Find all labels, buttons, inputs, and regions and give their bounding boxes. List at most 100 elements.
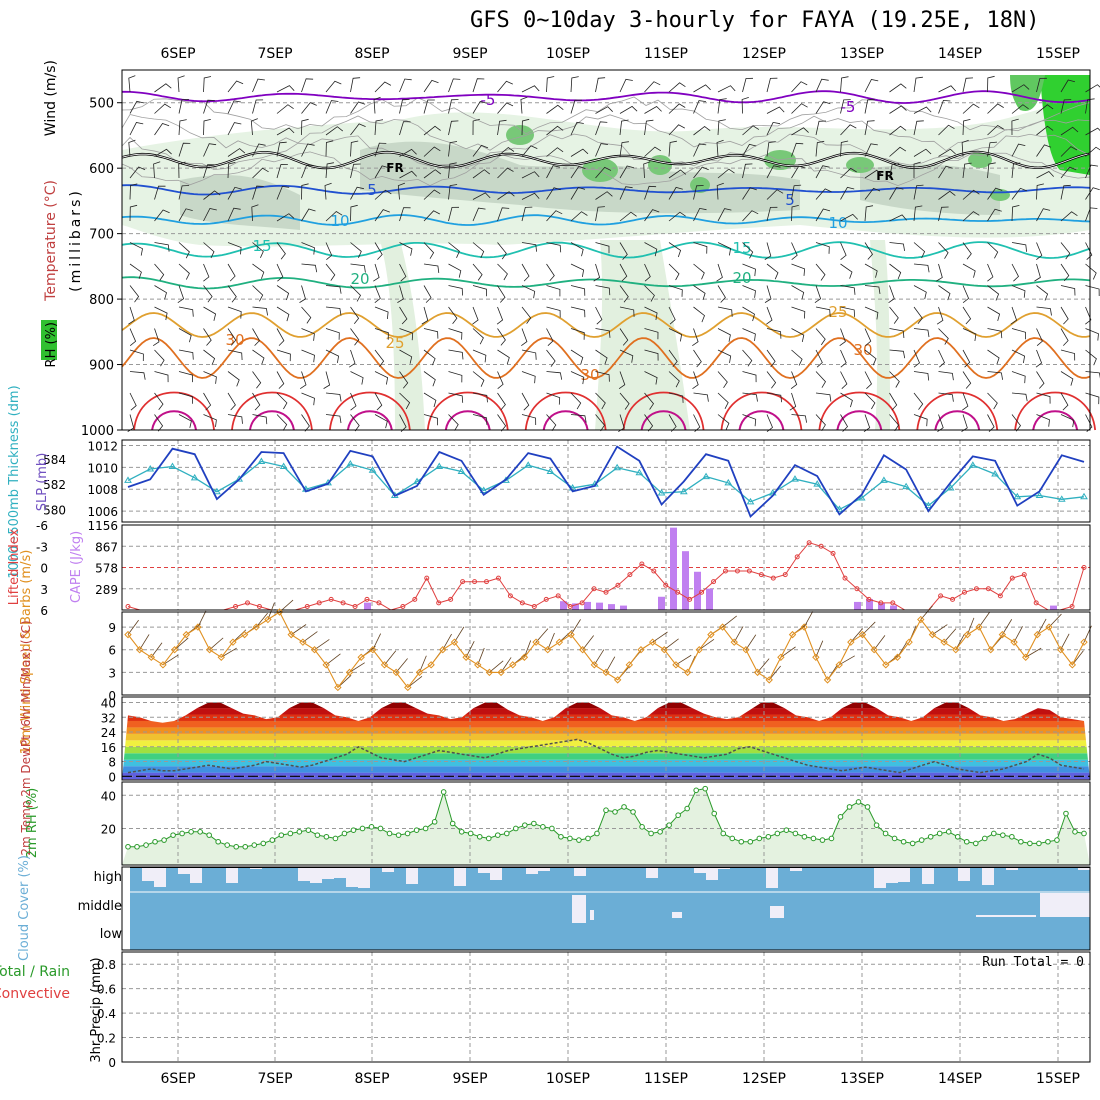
surface-wind-barb	[1072, 650, 1084, 666]
day-label-bottom: 10SEP	[546, 1071, 590, 1087]
wind-barb	[423, 125, 441, 136]
surface-wind-barb	[255, 612, 268, 628]
cloud-high-gap	[346, 867, 358, 887]
wind-barb	[913, 392, 924, 410]
rh-point	[215, 838, 221, 845]
wind-barb	[570, 76, 579, 93]
wind-barb	[350, 123, 366, 136]
wind-barb	[521, 85, 540, 93]
ylabel-cloud-group: Cloud Cover (%)	[17, 855, 32, 961]
wind-barb	[521, 171, 540, 179]
wind-barb	[938, 190, 956, 200]
wind-barb	[472, 263, 483, 281]
wind-barb	[497, 263, 508, 281]
thickness-point	[279, 462, 288, 469]
rh-point	[440, 789, 447, 795]
wind-speed-point	[135, 646, 144, 654]
wind-barb	[716, 139, 724, 157]
wind-barb	[987, 75, 995, 93]
contour-label: 15	[252, 237, 271, 255]
wind-barb	[1085, 349, 1097, 366]
wind-barb	[668, 169, 687, 179]
wind-barb	[399, 78, 412, 93]
wind-speed-point	[497, 668, 505, 677]
wind-barb	[1060, 184, 1071, 200]
li-point	[495, 575, 501, 581]
wind-barb	[521, 206, 533, 222]
wind-speed-point	[1045, 623, 1053, 631]
temp-contour-line	[426, 391, 509, 431]
rh-point	[711, 810, 718, 817]
surface-wind-barb	[454, 626, 465, 643]
li-point	[1033, 600, 1039, 606]
wind-barb	[1011, 263, 1019, 282]
wind-barb	[373, 263, 380, 282]
wind-barb	[1036, 328, 1043, 347]
wind-barb	[497, 207, 510, 222]
wind-barb	[570, 242, 584, 257]
precip-tick-label: 0.4	[97, 1007, 116, 1021]
wind-barb	[252, 371, 262, 389]
wind-barb	[399, 306, 408, 325]
wind-barb	[301, 392, 315, 406]
surface-wind-barb	[605, 656, 616, 673]
rh-point	[332, 835, 339, 842]
day-label-bottom: 14SEP	[938, 1071, 982, 1087]
wind-barb	[864, 285, 881, 294]
wind-barb	[987, 208, 1002, 222]
ylabel-rh2: 2m RH (%)	[25, 788, 40, 859]
li-point	[424, 575, 430, 581]
rh-spot	[506, 125, 534, 145]
wind-barb	[546, 285, 561, 297]
rh-contour-line	[121, 114, 1091, 152]
wind-barb	[276, 306, 290, 322]
rh-contour-line	[121, 133, 1091, 171]
wind-barb	[717, 328, 731, 342]
wind-barb	[717, 349, 732, 363]
wind-barb	[129, 263, 142, 279]
cloud-mid-gap	[572, 895, 586, 923]
thickness-point	[968, 461, 977, 468]
cross-section-frame	[121, 69, 1091, 431]
li-point	[878, 600, 884, 606]
rh-point	[305, 827, 312, 833]
cloud-high-gap	[178, 867, 190, 874]
li-point	[591, 586, 597, 592]
rh-point	[1054, 837, 1060, 843]
wind-speed-point	[509, 661, 517, 669]
wind-barb	[472, 414, 488, 425]
rh-point	[449, 820, 456, 827]
rh-point	[540, 824, 546, 830]
thickness-point	[146, 465, 155, 472]
day-label-bottom: 7SEP	[257, 1071, 292, 1087]
wind-barb	[497, 285, 506, 303]
cloud-high-gap	[886, 867, 898, 883]
wind-barb	[668, 371, 680, 388]
wind-barb	[815, 165, 830, 179]
cloud-high-gap	[190, 867, 202, 883]
wind-barb	[203, 242, 215, 259]
wind-barb	[717, 285, 726, 303]
cloud-level-label: middle	[78, 899, 122, 914]
wind-barb	[840, 213, 858, 222]
wind-barb	[472, 392, 488, 403]
wind-barb	[1036, 285, 1049, 301]
wind-barb	[962, 162, 972, 179]
wind-barb	[325, 263, 336, 281]
wind-barb	[961, 139, 969, 157]
wind-barb	[619, 78, 633, 93]
wind-speed-point	[217, 653, 225, 661]
cloud-bg	[130, 867, 1090, 950]
wind-barb	[276, 127, 295, 136]
rh-point	[900, 838, 907, 845]
wind-barb	[889, 242, 905, 251]
wind-barb	[815, 414, 826, 432]
wind-speed-point	[357, 653, 365, 661]
pressure-tick-label: 500	[89, 97, 114, 112]
surface-wind-barb	[722, 615, 737, 628]
wind-speed-point	[683, 668, 692, 677]
rh-point	[314, 832, 321, 838]
cape-bar	[878, 602, 885, 610]
wind-barb	[497, 146, 515, 157]
day-label-bottom: 8SEP	[354, 1071, 389, 1087]
